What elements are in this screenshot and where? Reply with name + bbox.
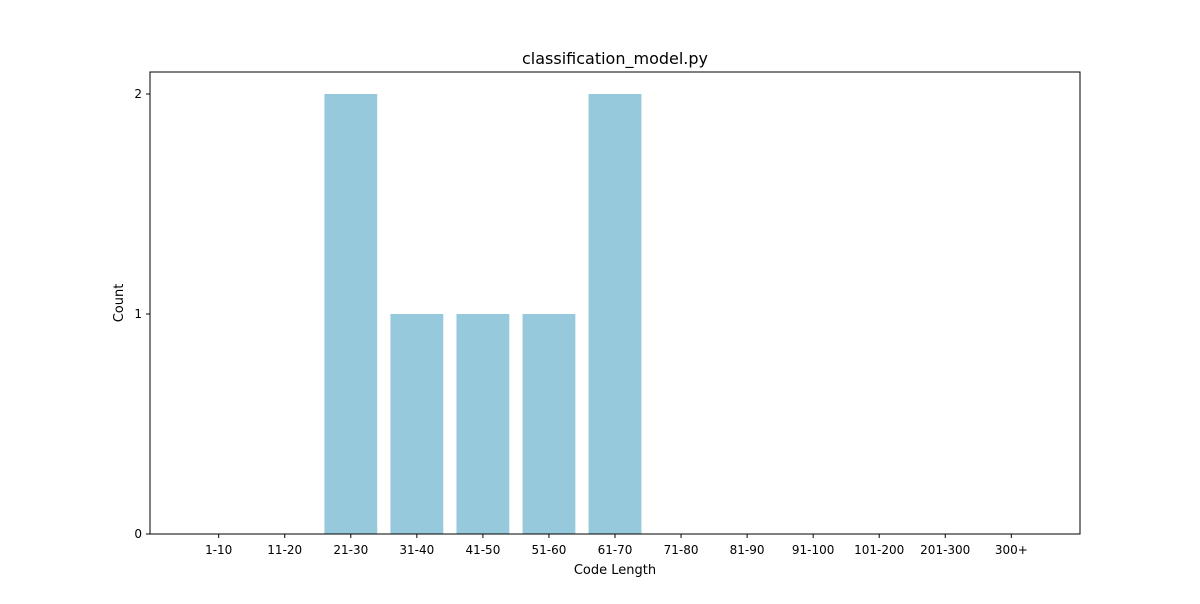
x-tick-label: 300+ bbox=[995, 543, 1028, 557]
x-axis-label: Code Length bbox=[574, 563, 656, 578]
y-tick-label: 1 bbox=[134, 307, 142, 321]
chart-title: classification_model.py bbox=[522, 49, 708, 69]
y-axis-ticks: 0 1 2 bbox=[134, 87, 150, 541]
plot-frame bbox=[149, 71, 1081, 535]
bar-21-30 bbox=[324, 94, 378, 534]
x-tick-label: 11-20 bbox=[267, 543, 302, 557]
x-tick-label: 101-200 bbox=[854, 543, 904, 557]
x-tick-label: 61-70 bbox=[598, 543, 633, 557]
y-axis-label: Count bbox=[112, 284, 127, 323]
x-tick-label: 1-10 bbox=[205, 543, 232, 557]
x-tick-label: 91-100 bbox=[792, 543, 835, 557]
y-tick-label: 2 bbox=[134, 87, 142, 101]
x-tick-label: 71-80 bbox=[664, 543, 699, 557]
bar-51-60 bbox=[522, 314, 576, 534]
bar-41-50 bbox=[456, 314, 510, 534]
x-tick-label: 81-90 bbox=[730, 543, 765, 557]
x-tick-label: 41-50 bbox=[465, 543, 500, 557]
bars-layer bbox=[324, 94, 642, 534]
bar-61-70 bbox=[588, 94, 642, 534]
x-tick-label: 201-300 bbox=[920, 543, 970, 557]
y-tick-label: 0 bbox=[134, 527, 142, 541]
bar-31-40 bbox=[390, 314, 444, 534]
x-tick-label: 21-30 bbox=[333, 543, 368, 557]
x-tick-label: 51-60 bbox=[532, 543, 567, 557]
x-tick-label: 31-40 bbox=[399, 543, 434, 557]
x-axis-ticks: 1-10 11-20 21-30 31-40 41-50 51-60 61-70 71-80 8… bbox=[205, 534, 1028, 557]
